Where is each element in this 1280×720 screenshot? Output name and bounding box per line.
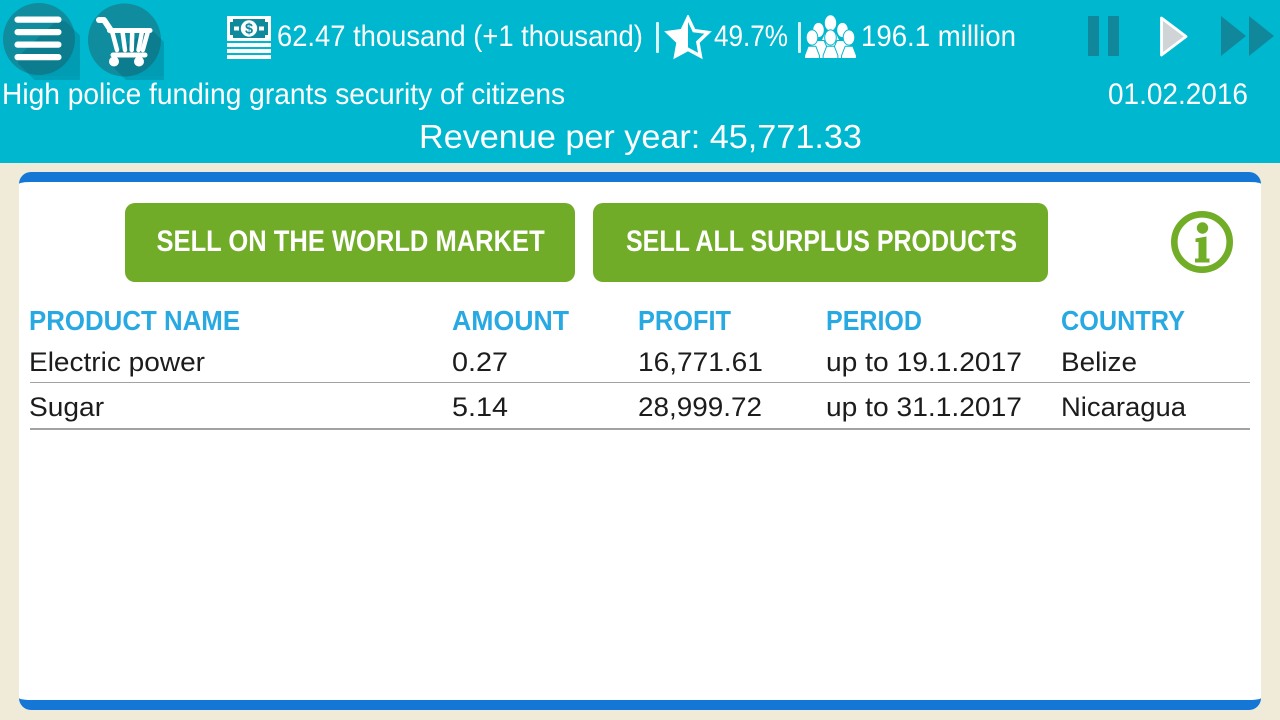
svg-text:$: $ (245, 21, 253, 37)
